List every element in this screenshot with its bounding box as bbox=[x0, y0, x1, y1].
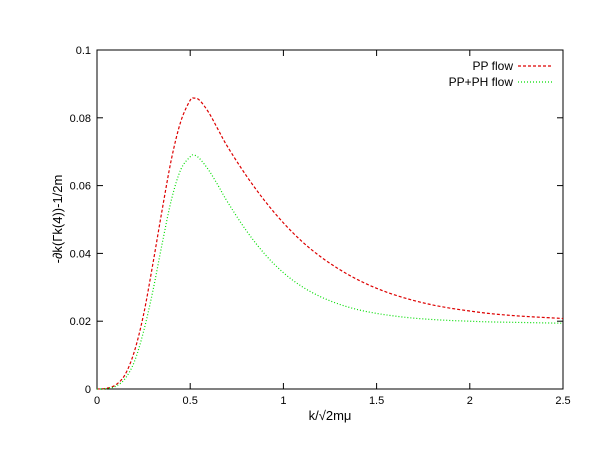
legend-label-pp-ph-flow: PP+PH flow bbox=[449, 75, 514, 89]
y-tick-label: 0 bbox=[85, 384, 91, 396]
y-tick-label: 0.02 bbox=[70, 316, 91, 328]
x-tick-label: 2.5 bbox=[555, 395, 570, 407]
x-tick-label: 1 bbox=[280, 395, 286, 407]
series-line-pp-flow bbox=[96, 97, 564, 390]
x-tick-label: 1.5 bbox=[369, 395, 384, 407]
x-tick-label: 2 bbox=[467, 395, 473, 407]
y-axis-ticks: 0 0.02 0.04 0.06 0.08 0.1 bbox=[70, 45, 563, 396]
y-tick-label: 0.06 bbox=[70, 181, 91, 193]
plot-frame bbox=[96, 49, 564, 390]
legend: PP flow PP+PH flow bbox=[449, 59, 553, 89]
x-axis-ticks: 0 0.5 1 1.5 2 2.5 bbox=[94, 50, 571, 407]
series-line-pp-ph-flow bbox=[96, 154, 564, 390]
y-tick-label: 0.1 bbox=[76, 45, 91, 57]
x-axis-label: k/√2mμ bbox=[309, 408, 352, 423]
y-tick-label: 0.08 bbox=[70, 113, 91, 125]
series-layer bbox=[96, 97, 564, 390]
y-axis-label: -∂k(Γk(4))-1/2m bbox=[50, 175, 65, 264]
x-tick-label: 0 bbox=[94, 395, 100, 407]
legend-label-pp-flow: PP flow bbox=[473, 59, 514, 73]
x-tick-label: 0.5 bbox=[183, 395, 198, 407]
y-tick-label: 0.04 bbox=[70, 248, 91, 260]
